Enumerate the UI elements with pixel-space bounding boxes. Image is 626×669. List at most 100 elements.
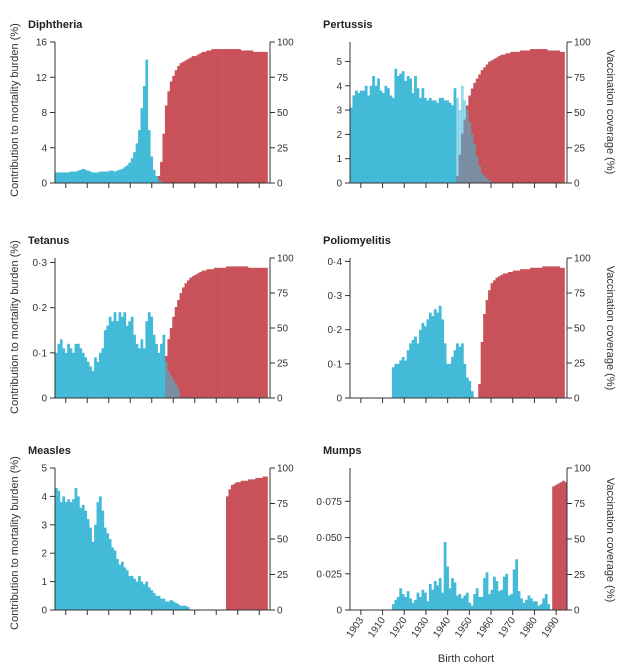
burden-bar	[399, 360, 403, 398]
coverage-bar	[235, 266, 239, 398]
coverage-bar	[221, 267, 224, 398]
burden-bar	[423, 326, 427, 398]
coverage-bar	[530, 267, 533, 398]
burden-bar	[460, 85, 464, 183]
burden-bar	[98, 496, 102, 610]
burden-bar	[55, 352, 58, 398]
burden-bar	[162, 598, 166, 610]
burden-bar	[150, 156, 154, 183]
y2-tick-label: 25	[277, 143, 289, 154]
burden-bar	[443, 343, 447, 398]
coverage-bar	[230, 485, 234, 610]
burden-bar	[84, 510, 88, 610]
burden-bar	[140, 339, 144, 398]
burden-bar	[116, 558, 119, 610]
coverage-bar	[169, 328, 173, 398]
burden-bar	[460, 598, 464, 610]
burden-bar	[69, 348, 73, 398]
burden-bar	[55, 172, 58, 183]
coverage-bar	[542, 49, 546, 183]
coverage-bar	[522, 269, 526, 398]
y-axis-label-right-top: Vaccination coverage (%)	[604, 50, 616, 175]
coverage-bar	[223, 267, 227, 398]
burden-bar	[470, 134, 474, 183]
burden-bar	[399, 588, 403, 610]
burden-bar	[350, 107, 353, 183]
burden-bar	[169, 375, 173, 398]
burden-bar	[106, 533, 110, 610]
burden-bar	[147, 312, 151, 398]
burden-bar	[133, 578, 136, 610]
coverage-bar	[478, 74, 481, 183]
x-tick-label: 1903	[345, 615, 367, 640]
y-tick-label: 4	[41, 492, 47, 503]
coverage-bar	[252, 51, 256, 184]
coverage-bar	[507, 272, 511, 398]
y-tick-label: 0	[336, 179, 342, 190]
coverage-bar	[204, 51, 207, 184]
burden-bar	[169, 600, 173, 610]
coverage-bar	[262, 267, 266, 398]
coverage-bar	[235, 482, 239, 610]
burden-bar	[81, 504, 85, 610]
coverage-bar	[262, 476, 266, 610]
coverage-bar	[544, 49, 548, 183]
burden-bar	[401, 357, 405, 398]
burden-bar	[428, 312, 432, 398]
coverage-bar	[532, 49, 536, 183]
burden-bar	[116, 170, 119, 183]
coverage-bar	[238, 266, 241, 398]
burden-bar	[125, 165, 129, 184]
coverage-bar	[483, 314, 486, 398]
burden-bar	[404, 80, 408, 183]
coverage-bar	[480, 342, 484, 398]
coverage-bar	[194, 274, 197, 398]
coverage-bar	[512, 270, 516, 398]
coverage-bar	[537, 267, 541, 398]
burden-bar	[84, 169, 88, 183]
burden-bar	[534, 601, 538, 610]
coverage-bar	[557, 50, 560, 184]
coverage-bar	[206, 50, 210, 184]
burden-bar	[478, 596, 481, 610]
burden-bar	[91, 172, 95, 183]
burden-bar	[103, 171, 107, 183]
burden-bar	[409, 343, 412, 398]
coverage-bar	[488, 290, 491, 398]
coverage-bar	[564, 482, 568, 610]
burden-bar	[416, 343, 420, 398]
burden-bar	[438, 578, 442, 610]
burden-bar	[155, 175, 158, 183]
coverage-bar	[510, 51, 514, 184]
burden-bar	[419, 97, 422, 183]
coverage-bar	[191, 56, 195, 183]
x-tick-label: 1920	[388, 615, 410, 640]
burden-bar	[184, 605, 188, 610]
burden-bar	[488, 180, 491, 183]
y2-tick-label: 0	[574, 179, 580, 190]
burden-bar	[140, 108, 144, 183]
burden-bar	[160, 598, 163, 610]
coverage-bar	[562, 480, 565, 610]
burden-bar	[135, 343, 139, 398]
burden-bar	[160, 181, 163, 183]
burden-bar	[448, 588, 452, 610]
coverage-bar	[478, 384, 481, 398]
burden-bar	[59, 172, 63, 183]
burden-bar	[485, 572, 489, 610]
burden-bar	[446, 566, 449, 610]
burden-bar	[411, 339, 415, 398]
burden-bar	[431, 100, 435, 183]
burden-bar	[488, 594, 491, 610]
burden-bar	[354, 90, 358, 183]
burden-bar	[465, 110, 469, 183]
burden-bar	[64, 502, 68, 610]
coverage-bar	[557, 266, 560, 398]
burden-bar	[64, 352, 68, 398]
coverage-bar	[527, 269, 531, 398]
y-tick-label: 0·1	[33, 348, 48, 359]
burden-bar	[62, 348, 66, 398]
burden-bar	[133, 334, 136, 398]
